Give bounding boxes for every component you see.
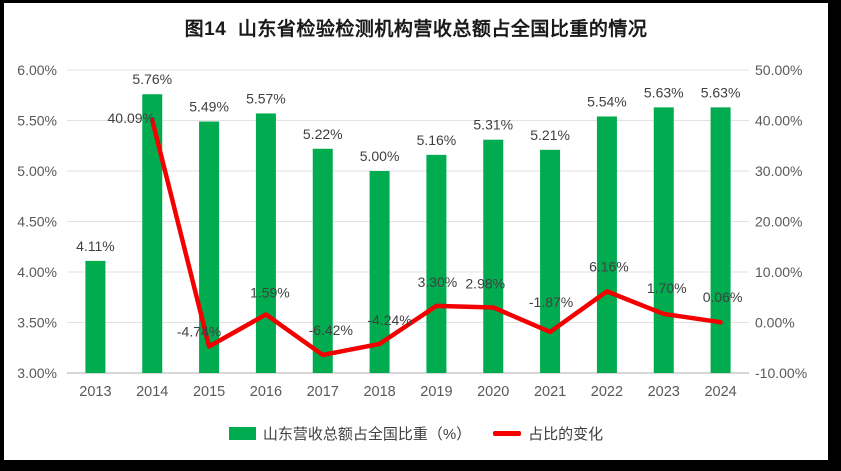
y-axis-right-tick-label: 10.00% [755, 264, 802, 280]
legend-item-line-series: 占比的变化 [493, 423, 603, 444]
x-axis-label: 2013 [79, 384, 111, 400]
x-axis-label: 2017 [307, 384, 339, 400]
x-axis-label: 2019 [420, 384, 452, 400]
y-axis-left-tick-label: 5.00% [17, 163, 57, 179]
x-axis-label: 2024 [704, 384, 736, 400]
bar-data-label: 5.63% [701, 84, 741, 100]
y-axis-right-tick-label: 50.00% [755, 62, 802, 78]
bar-2017 [312, 148, 333, 373]
x-axis-label: 2020 [477, 384, 509, 400]
bar-2024 [710, 107, 731, 374]
x-axis-label: 2016 [250, 384, 282, 400]
y-axis-right-tick-label: 0.00% [755, 315, 795, 331]
y-axis-right-tick-label: -10.00% [755, 365, 807, 381]
line-data-label: 40.09% [108, 110, 155, 126]
bar-2022 [596, 116, 617, 374]
line-data-label: 3.30% [418, 274, 458, 290]
bar-2015 [199, 121, 220, 373]
chart-frame: 图14 山东省检验检测机构营收总额占全国比重的情况 6.00% 50.00% 5.5… [4, 3, 828, 460]
bar-data-label: 5.16% [417, 132, 457, 148]
bar-data-label: 5.00% [360, 148, 400, 164]
trend-line [150, 117, 723, 358]
x-axis-label: 2023 [648, 384, 680, 400]
y-axis-right-tick-label: 40.00% [755, 113, 802, 129]
bar-2021 [540, 149, 561, 373]
x-axis-label: 2014 [136, 384, 168, 400]
line-data-label: 0.06% [703, 289, 743, 305]
bar-data-label: 5.63% [644, 84, 684, 100]
line-data-label: 2.98% [465, 275, 505, 291]
y-axis-left-tick-label: 4.50% [17, 214, 57, 230]
bar-data-label: 5.22% [303, 126, 343, 142]
bar-2023 [653, 107, 674, 374]
x-axis-label: 2018 [363, 384, 395, 400]
x-axis-label: 2022 [591, 384, 623, 400]
line-data-label: 1.70% [647, 280, 687, 296]
line-series-legend-label: 占比的变化 [528, 426, 604, 443]
y-axis-left-tick-label: 3.50% [17, 315, 57, 331]
line-data-label: -1.87% [529, 294, 573, 310]
bar-data-label: 5.21% [530, 127, 570, 143]
chart-title: 图14 山东省检验检测机构营收总额占全国比重的情况 [184, 19, 648, 40]
line-data-label: 1.59% [250, 284, 290, 300]
line-data-label: -4.74% [177, 323, 221, 339]
bar-series-legend-label: 山东营收总额占全国比重（%） [262, 426, 472, 443]
line-data-label: -6.42% [309, 322, 353, 338]
line-data-label: -4.24% [367, 312, 411, 328]
bar-data-label: 5.57% [246, 90, 286, 106]
y-axis-right-tick-label: 30.00% [755, 163, 802, 179]
bar-2014 [142, 94, 163, 374]
y-axis-left-tick-label: 5.50% [17, 113, 57, 129]
bar-data-label: 5.76% [132, 71, 172, 87]
chart-legend: 山东营收总额占全国比重（%） 占比的变化 [4, 423, 828, 444]
bar-2019 [426, 154, 447, 373]
bar-data-label: 4.11% [76, 238, 115, 254]
y-axis-left-tick-label: 3.00% [17, 365, 57, 381]
x-axis-label: 2015 [193, 384, 225, 400]
legend-item-bar-series: 山东营收总额占全国比重（%） [228, 423, 472, 444]
bar-data-label: 5.49% [189, 99, 229, 115]
bar-2013 [85, 260, 106, 373]
bar-2020 [483, 139, 504, 373]
line-data-label: 6.16% [589, 258, 629, 274]
bar-2018 [369, 171, 390, 373]
x-axis-label: 2021 [534, 384, 566, 400]
y-axis-left-tick-label: 6.00% [17, 62, 57, 78]
chart-plot-area: 6.00% 50.00% 5.50% 40.00% 5.00% 30.00% 4.50% 20… [17, 62, 807, 400]
bar-2016 [255, 113, 276, 374]
line-series-swatch-icon [493, 431, 522, 436]
bar-data-label: 5.54% [587, 93, 627, 109]
y-axis-left-tick-label: 4.00% [17, 264, 57, 280]
bar-series-swatch-icon [228, 427, 256, 440]
y-axis-right-tick-label: 20.00% [755, 214, 802, 230]
bar-data-label: 5.31% [473, 117, 513, 133]
